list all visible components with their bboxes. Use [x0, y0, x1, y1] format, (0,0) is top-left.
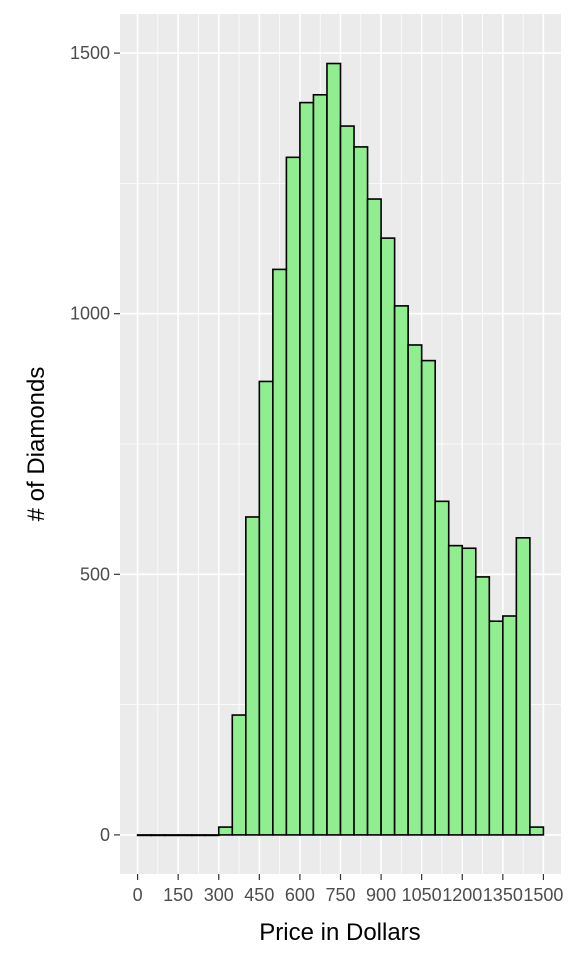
x-axis: 0 150 300 450 600 750 900 1050 1200 1350 1500 — [133, 874, 563, 905]
x-tick-label: 600 — [285, 885, 315, 905]
histogram-bar — [420, 359, 436, 836]
bars — [136, 62, 545, 837]
histogram-bar — [515, 537, 531, 836]
histogram-bar — [136, 834, 152, 837]
y-tick-label: 1500 — [70, 43, 110, 63]
x-tick-label: 0 — [133, 885, 143, 905]
histogram-bar — [380, 237, 396, 836]
histogram-bar — [163, 834, 179, 837]
histogram-bar — [447, 544, 464, 836]
x-tick-label: 450 — [244, 885, 274, 905]
x-axis-title: Price in Dollars — [259, 919, 420, 946]
y-tick-label: 0 — [100, 825, 110, 845]
histogram-bar — [150, 834, 166, 837]
y-tick-label: 1000 — [70, 304, 110, 324]
histogram-bar — [272, 268, 288, 836]
y-tick-label: 500 — [80, 564, 110, 584]
histogram-bar — [461, 547, 477, 836]
histogram-bar — [488, 620, 504, 836]
histogram-bar — [529, 826, 545, 836]
x-tick-label: 1200 — [442, 885, 482, 905]
y-axis: 0 500 1000 1500 — [70, 43, 120, 845]
histogram-bar — [474, 576, 491, 836]
histogram-bar — [339, 125, 355, 836]
histogram-bar — [407, 344, 423, 836]
x-tick-label: 300 — [204, 885, 234, 905]
histogram-bar — [231, 714, 247, 836]
x-tick-label: 1050 — [402, 885, 442, 905]
histogram-bar — [434, 500, 450, 836]
histogram-bar — [366, 198, 382, 836]
histogram-bar — [245, 516, 261, 836]
histogram-bar — [217, 826, 234, 836]
histogram-bar — [312, 93, 328, 836]
histogram-bar — [326, 62, 342, 836]
histogram-bar — [285, 156, 301, 836]
histogram-bar — [393, 305, 409, 836]
histogram-bar — [502, 615, 518, 836]
x-tick-label: 1500 — [523, 885, 563, 905]
histogram-bar — [258, 380, 274, 836]
x-tick-label: 750 — [325, 885, 355, 905]
x-tick-label: 900 — [366, 885, 396, 905]
y-axis-title: # of Diamonds — [23, 367, 50, 522]
histogram-bar — [299, 101, 315, 836]
histogram-bar — [177, 834, 193, 837]
histogram-bar — [204, 834, 220, 837]
histogram-bar — [353, 146, 369, 836]
x-tick-label: 150 — [163, 885, 193, 905]
x-tick-label: 1350 — [483, 885, 523, 905]
histogram-bar — [190, 834, 207, 837]
